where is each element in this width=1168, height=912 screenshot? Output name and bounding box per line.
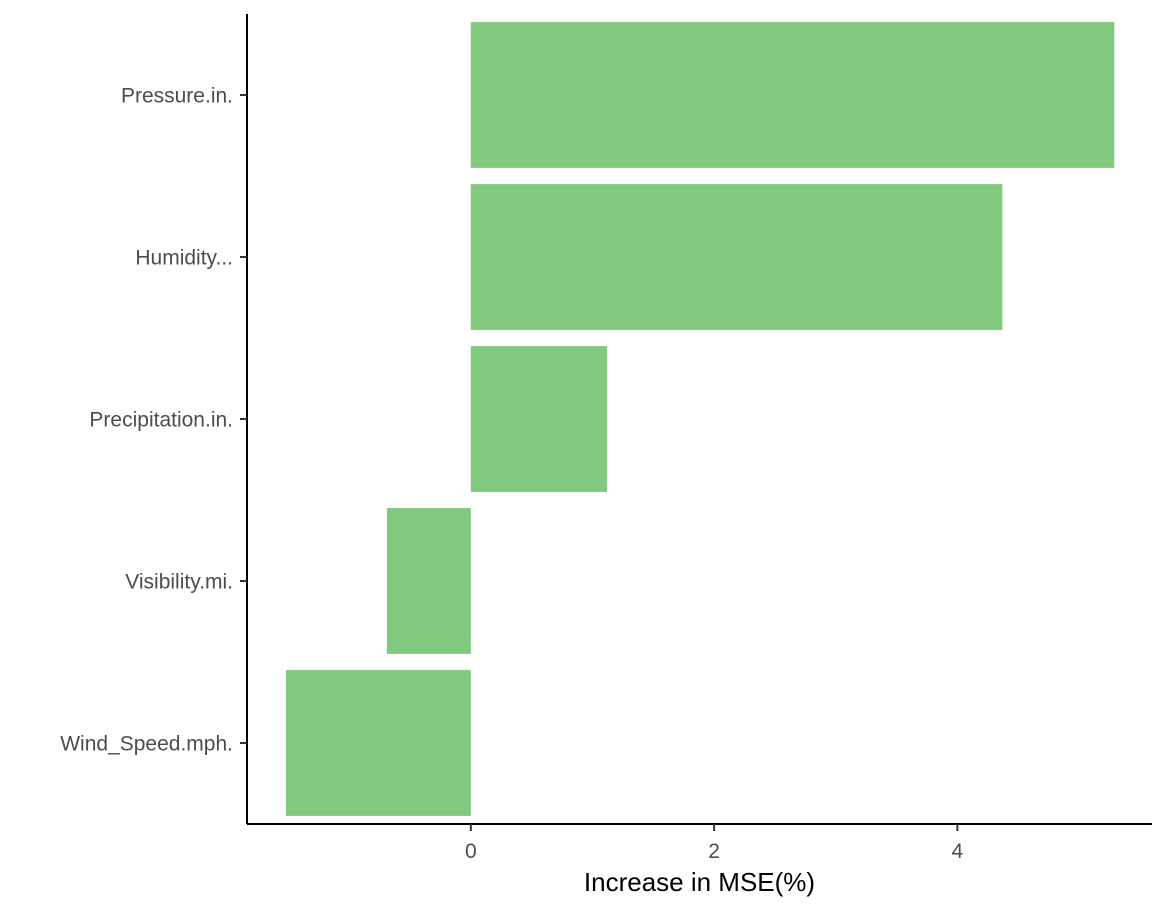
x-tick-label: 4 bbox=[952, 840, 964, 863]
y-axis: Pressure.in. Humidity... Precipitation.in.… bbox=[60, 14, 248, 824]
bar-visibility-mi bbox=[386, 508, 471, 654]
y-tick-label: Wind_Speed.mph. bbox=[60, 733, 233, 756]
y-tick-label: Visibility.mi. bbox=[125, 571, 233, 594]
y-tick-label: Pressure.in. bbox=[121, 85, 233, 108]
x-tick-label: 0 bbox=[465, 840, 477, 863]
bar-humidity bbox=[470, 184, 1003, 330]
bar-wind-speed-mph bbox=[285, 670, 471, 816]
bars-group bbox=[285, 22, 1115, 816]
bar-pressure-in bbox=[470, 22, 1115, 168]
x-axis: 0 2 4 bbox=[247, 823, 1152, 863]
bar-precipitation-in bbox=[470, 346, 608, 492]
x-axis-title: Increase in MSE(%) bbox=[584, 867, 815, 897]
y-tick-label: Precipitation.in. bbox=[89, 409, 233, 432]
y-tick-label: Humidity... bbox=[135, 247, 233, 270]
x-tick-label: 2 bbox=[708, 840, 720, 863]
